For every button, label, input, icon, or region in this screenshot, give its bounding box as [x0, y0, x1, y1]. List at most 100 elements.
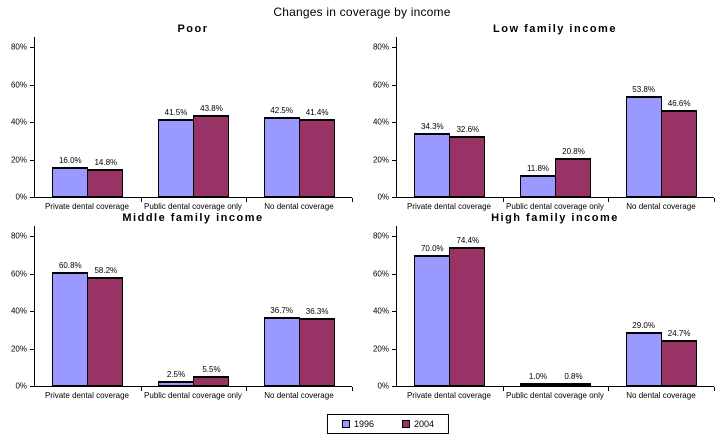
- y-axis-tick: [30, 197, 34, 198]
- chart-body: 0% 20% 40% 60% 80% 16.0% 14.8% 41.5% 43.8% 42.5%…: [4, 37, 353, 211]
- bar-with-label: 43.8%: [192, 104, 229, 197]
- chart-body: 0% 20% 40% 60% 80% 34.3% 32.6% 11.8% 20.8% 53.8%…: [366, 37, 715, 211]
- bar-with-label: 0.8%: [554, 372, 591, 386]
- y-axis-tick: [392, 47, 396, 48]
- bar-1996: [52, 272, 89, 386]
- bar-value-label: 60.8%: [58, 261, 82, 270]
- y-axis-label: 80%: [372, 42, 389, 52]
- bar-2004: [192, 375, 229, 386]
- bar-value-label: 74.4%: [456, 235, 480, 245]
- bar-2004: [449, 135, 486, 197]
- y-axis-label: 40%: [10, 306, 27, 316]
- category-group: 11.8% 20.8%: [503, 37, 609, 197]
- x-axis-tick: [246, 387, 248, 391]
- y-axis-label: 20%: [372, 155, 389, 164]
- y-axis-tick: [392, 311, 396, 312]
- category-group: 36.7% 36.3%: [246, 226, 352, 386]
- bar-1996: [625, 331, 662, 386]
- y-axis-label: 40%: [372, 306, 389, 316]
- bar-with-label: 42.5%: [263, 106, 300, 197]
- bar-2004: [298, 317, 335, 386]
- bar-2004: [660, 109, 697, 197]
- category-label: Public dental coverage only: [144, 202, 242, 211]
- y-axis-tick: [392, 386, 396, 387]
- y-axis-label: 60%: [10, 80, 27, 89]
- category-label: Private dental coverage: [406, 391, 492, 400]
- x-axis-tick: [140, 198, 142, 202]
- y-axis-tick: [30, 47, 34, 48]
- category-label: Public dental coverage only: [506, 202, 604, 211]
- y-axis-tick: [30, 236, 34, 237]
- bar-with-label: 58.2%: [87, 265, 124, 386]
- y-axis-label: 0%: [15, 192, 27, 202]
- y-axis-tick: [30, 273, 34, 275]
- subplot-title: Poor: [177, 23, 209, 35]
- category-label: Public dental coverage only: [144, 391, 242, 400]
- page-title: Changes in coverage by income: [273, 5, 451, 19]
- bar-value-label: 41.4%: [305, 108, 329, 118]
- y-axis-tick: [30, 311, 34, 312]
- plot-column: 60.8% 58.2% 2.5% 5.5% 36.7% 36.3% Private den…: [34, 226, 353, 400]
- plot-column: 16.0% 14.8% 41.5% 43.8% 42.5% 41.4% Private d…: [34, 37, 353, 211]
- y-axis: 0% 20% 40% 60% 80%: [4, 226, 34, 391]
- bar-1996: [263, 317, 300, 386]
- bar-value-label: 70.0%: [420, 243, 444, 253]
- legend-swatch-1996: [341, 420, 350, 428]
- category-label: No dental coverage: [626, 391, 696, 400]
- bar-with-label: 11.8%: [519, 163, 556, 197]
- category-label: No dental coverage: [264, 391, 334, 400]
- category-group: 70.0% 74.4%: [397, 226, 503, 386]
- y-axis: 0% 20% 40% 60% 80%: [4, 37, 34, 202]
- bar-1996: [414, 254, 451, 386]
- bar-value-label: 34.3%: [420, 121, 444, 131]
- charts-grid: Poor 0% 20% 40% 60% 80% 16.0% 14.8% 41.5% 43.8%…: [0, 22, 724, 400]
- bar-2004: [87, 169, 124, 197]
- x-axis-tick: [714, 198, 715, 202]
- bar-value-label: 41.5%: [164, 108, 188, 118]
- bar-1996: [414, 132, 451, 197]
- x-axis-tick: [502, 387, 504, 391]
- y-axis-tick: [30, 122, 34, 123]
- bar-value-label: 36.7%: [270, 306, 293, 316]
- bar-value-label: 11.8%: [526, 163, 550, 173]
- bar-value-label: 53.8%: [632, 85, 655, 95]
- bar-value-label: 58.2%: [94, 265, 118, 275]
- bar-with-label: 2.5%: [157, 370, 194, 386]
- bar-value-label: 32.6%: [456, 124, 480, 134]
- category-label: Public dental coverage only: [506, 391, 604, 400]
- x-axis-tick: [352, 387, 353, 391]
- bar-with-label: 5.5%: [192, 365, 229, 386]
- bar-value-label: 1.0%: [528, 372, 548, 381]
- bar-with-label: 1.0%: [519, 372, 556, 386]
- bar-with-label: 36.7%: [263, 306, 300, 386]
- x-axis-tick: [714, 387, 715, 391]
- subplot-high-family-income: High family income 0% 20% 40% 60% 80% 70.0% 7…: [362, 211, 724, 400]
- y-axis-label: 80%: [372, 231, 389, 241]
- y-axis-label: 0%: [377, 192, 389, 202]
- bar-with-label: 34.3%: [414, 121, 451, 197]
- category-group: 60.8% 58.2%: [35, 226, 141, 386]
- category-group: 2.5% 5.5%: [141, 226, 247, 386]
- chart-body: 0% 20% 40% 60% 80% 60.8% 58.2% 2.5% 5.5% 36.7% 36…: [4, 226, 353, 400]
- y-axis-tick: [30, 84, 34, 86]
- bar-1996: [157, 119, 194, 197]
- y-axis-label: 20%: [10, 155, 27, 164]
- bar-value-label: 46.6%: [667, 98, 691, 108]
- category-label: No dental coverage: [626, 202, 696, 211]
- category-label: No dental coverage: [264, 202, 334, 211]
- plot-area: 70.0% 74.4% 1.0% 0.8% 29.0% 24.7%: [396, 226, 715, 391]
- y-axis-tick: [30, 159, 34, 161]
- bar-2004: [660, 339, 697, 386]
- legend-label-1996: 1996: [353, 419, 374, 429]
- y-axis-tick: [392, 159, 396, 161]
- y-axis-tick: [392, 197, 396, 198]
- x-axis-tick: [352, 198, 353, 202]
- category-label: Private dental coverage: [44, 202, 130, 211]
- y-axis-label: 0%: [377, 381, 389, 391]
- subplot-middle-family-income: Middle family income 0% 20% 40% 60% 80% 60.8…: [0, 211, 362, 400]
- bar-2004: [554, 383, 591, 386]
- bar-with-label: 32.6%: [449, 124, 486, 197]
- x-axis-labels: Private dental coverage Public dental cov…: [396, 391, 714, 400]
- plot-area: 16.0% 14.8% 41.5% 43.8% 42.5% 41.4%: [34, 37, 353, 202]
